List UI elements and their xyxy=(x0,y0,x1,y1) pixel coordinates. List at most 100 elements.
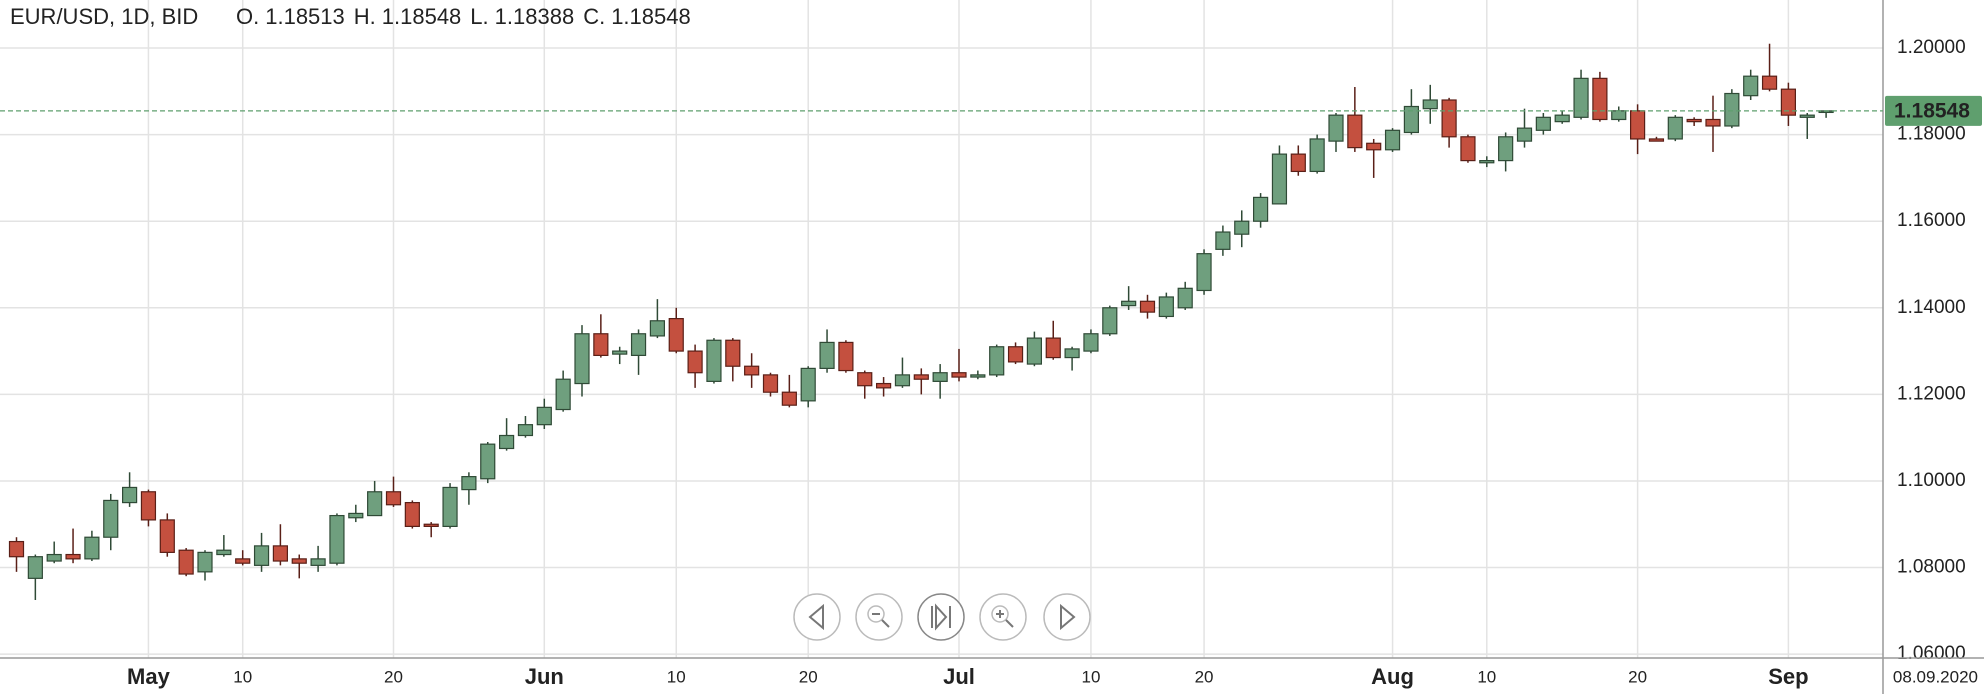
candle-body xyxy=(555,378,571,411)
candle-body xyxy=(291,558,307,564)
candle-body xyxy=(103,499,119,538)
candle-body xyxy=(593,333,609,357)
candle-body xyxy=(499,434,515,450)
candle-body xyxy=(385,491,402,506)
candle-body xyxy=(1535,116,1551,131)
candle-body xyxy=(140,491,157,521)
candle-body xyxy=(1007,346,1024,363)
x-tick-label: 20 xyxy=(1195,667,1214,686)
ohlc-value: 1.18548 xyxy=(382,4,462,29)
candle-body xyxy=(1761,75,1778,90)
scroll-right-button[interactable] xyxy=(1043,593,1091,641)
ohlc-label: L. xyxy=(470,4,488,29)
candle-body xyxy=(1196,253,1212,292)
candle-body xyxy=(1516,127,1533,142)
candle-body xyxy=(367,491,383,517)
candle-body xyxy=(253,545,270,566)
candle-body xyxy=(1648,138,1665,142)
candle-body xyxy=(1780,88,1797,116)
ohlc-value: 1.18513 xyxy=(265,4,345,29)
x-tick-label: 10 xyxy=(667,667,686,686)
last-price-label: 1.18548 xyxy=(1894,99,1970,122)
candle-body xyxy=(1667,116,1683,140)
y-tick-label: 1.12000 xyxy=(1897,383,1966,404)
candle-body xyxy=(1215,231,1231,250)
navigation xyxy=(793,593,1091,641)
candle-body xyxy=(989,346,1005,376)
ohlc-label: O. xyxy=(236,4,259,29)
x-tick-label: 10 xyxy=(1081,667,1100,686)
x-tick-label: 20 xyxy=(1628,667,1647,686)
candle-body xyxy=(536,406,552,426)
candle-body xyxy=(932,372,948,382)
candle-body xyxy=(1252,196,1269,222)
candle-body xyxy=(970,374,986,378)
candle-body xyxy=(800,367,816,402)
candle-body xyxy=(725,339,741,367)
candle-body xyxy=(1366,142,1382,151)
candle-body xyxy=(1743,75,1759,97)
candle-body xyxy=(1479,160,1495,164)
candle-body xyxy=(951,372,967,378)
candle-body xyxy=(1121,300,1137,307)
candle-body xyxy=(1403,105,1420,134)
y-tick-label: 1.18000 xyxy=(1897,124,1966,145)
candle-body xyxy=(216,549,232,556)
candle-body xyxy=(612,350,628,355)
x-tick-label: 20 xyxy=(799,667,818,686)
x-tick-label: 10 xyxy=(1477,667,1496,686)
candle-body xyxy=(480,443,496,480)
candle-body xyxy=(423,523,439,528)
ohlc-value: 1.18548 xyxy=(611,4,691,29)
candle-body xyxy=(1309,138,1325,173)
y-tick-label: 1.06000 xyxy=(1897,643,1966,664)
candle-body xyxy=(1139,300,1156,313)
y-tick-label: 1.16000 xyxy=(1897,210,1966,231)
candle-body xyxy=(687,350,703,374)
candle-body xyxy=(1064,348,1080,359)
candle-body xyxy=(1347,114,1363,149)
candle-body xyxy=(348,512,364,519)
last-price-box xyxy=(1885,95,1982,126)
candle-body xyxy=(121,486,138,504)
candle-body xyxy=(630,333,647,357)
candle-body xyxy=(46,553,62,562)
candle-body xyxy=(1611,110,1627,121)
x-tick-label: Aug xyxy=(1371,664,1414,689)
ohlc-label: H. xyxy=(354,4,376,29)
reset-button[interactable] xyxy=(917,593,965,641)
candle-body xyxy=(649,320,666,337)
candle-body xyxy=(1629,110,1646,140)
x-tick-label: Sep xyxy=(1768,664,1808,689)
header: EUR/USD, 1D, BID O. 1.18513 H. 1.18548 L. 1.1… xyxy=(10,4,691,29)
x-tick-label: 20 xyxy=(384,667,403,686)
candle-body xyxy=(461,476,477,491)
candle-body xyxy=(1441,99,1457,138)
ohlc-label: C. xyxy=(583,4,605,29)
candle-body xyxy=(706,339,722,382)
candle-body xyxy=(781,391,797,406)
zoom-in-button[interactable] xyxy=(979,593,1027,641)
candle-body xyxy=(1045,337,1061,359)
candle-body xyxy=(1328,114,1344,142)
ohlc-value: 1.18388 xyxy=(495,4,575,29)
x-tick-label: Jun xyxy=(525,664,564,689)
candle-body xyxy=(668,318,684,352)
candle-body xyxy=(442,486,458,528)
zoom-out-button[interactable] xyxy=(855,593,903,641)
candle-body xyxy=(197,551,213,573)
date-label: 08.09.2020 xyxy=(1893,667,1978,686)
candle-body xyxy=(1083,333,1099,352)
candle-body xyxy=(329,514,345,564)
candle-body xyxy=(1554,114,1570,123)
candle-body xyxy=(235,558,251,564)
candle-body xyxy=(404,501,420,527)
candle-body xyxy=(310,558,326,566)
candle-body xyxy=(1384,129,1401,151)
scroll-left-button[interactable] xyxy=(793,593,841,641)
candle-body xyxy=(1271,153,1288,205)
candle-body xyxy=(1422,99,1438,110)
candle-body xyxy=(1290,153,1306,173)
candle-body xyxy=(1592,77,1608,121)
